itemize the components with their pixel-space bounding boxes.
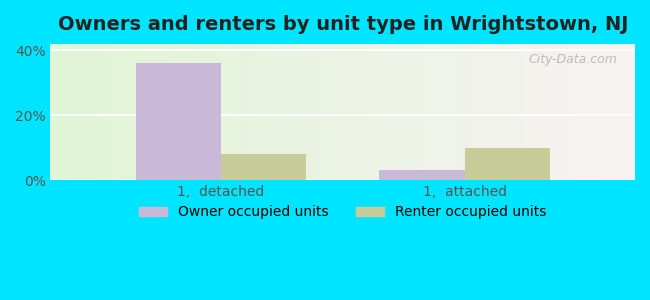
Bar: [136, 63, 221, 180]
Title: Owners and renters by unit type in Wrightstown, NJ: Owners and renters by unit type in Wrigh…: [58, 15, 628, 34]
Bar: [380, 170, 465, 180]
Legend: Owner occupied units, Renter occupied units: Owner occupied units, Renter occupied un…: [133, 200, 552, 225]
Bar: [465, 148, 550, 180]
Text: City-Data.com: City-Data.com: [528, 53, 618, 66]
Bar: [221, 154, 306, 180]
